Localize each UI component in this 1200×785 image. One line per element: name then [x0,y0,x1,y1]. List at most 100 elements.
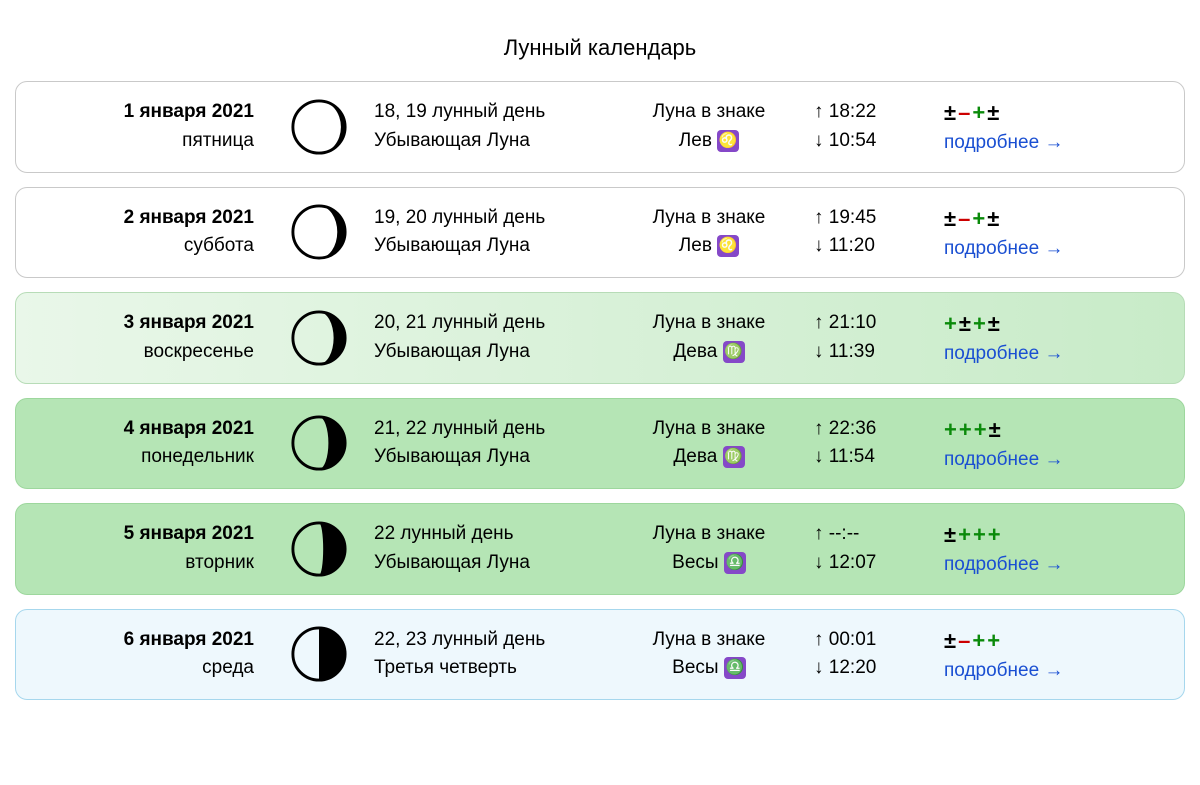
weekday-text: вторник [34,549,254,578]
weekday-text: понедельник [34,443,254,472]
moonset-time: ↓ 11:54 [814,443,934,472]
rating-column: ±–+± подробнее → [944,202,1144,264]
rating-symbols: ±–++ [944,624,1144,657]
zodiac-column: Луна в знаке Дева ♍ [614,309,804,366]
rating-symbols: +±+± [944,307,1144,340]
link-arrow-icon: → [1044,554,1063,575]
rating-column: +++± подробнее → [944,413,1144,475]
zodiac-label: Луна в знаке [614,520,804,549]
phase-name-text: Убывающая Луна [374,549,604,578]
lunar-day-text: 21, 22 лунный день [374,415,604,444]
link-arrow-icon: → [1044,132,1063,153]
phase-name-text: Убывающая Луна [374,338,604,367]
rating-symbols: ±–+± [944,96,1144,129]
times-column: ↑ --:-- ↓ 12:07 [814,520,934,577]
more-link[interactable]: подробнее → [944,449,1063,470]
rating-column: ±–++ подробнее → [944,624,1144,686]
date-text: 6 января 2021 [34,626,254,655]
moon-phase-icon [274,414,364,472]
lunar-day-text: 19, 20 лунный день [374,204,604,233]
lunar-day-text: 22, 23 лунный день [374,626,604,655]
zodiac-column: Луна в знаке Лев ♌ [614,204,804,261]
times-column: ↑ 21:10 ↓ 11:39 [814,309,934,366]
rating-column: ±+++ подробнее → [944,518,1144,580]
moonset-time: ↓ 11:39 [814,338,934,367]
more-link[interactable]: подробнее → [944,238,1063,259]
moonset-time: ↓ 11:20 [814,232,934,261]
moonset-time: ↓ 10:54 [814,127,934,156]
rating-column: ±–+± подробнее → [944,96,1144,158]
phase-name-text: Третья четверть [374,654,604,683]
zodiac-label: Луна в знаке [614,98,804,127]
date-column: 2 января 2021 суббота [34,204,264,261]
moonrise-time: ↑ 21:10 [814,309,934,338]
zodiac-column: Луна в знаке Весы ♎ [614,520,804,577]
zodiac-column: Луна в знаке Весы ♎ [614,626,804,683]
moon-phase-icon [274,309,364,367]
date-text: 5 января 2021 [34,520,254,549]
weekday-text: среда [34,654,254,683]
zodiac-sign: Лев ♌ [614,127,804,156]
moonrise-time: ↑ 18:22 [814,98,934,127]
page-title: Лунный календарь [15,35,1185,61]
phase-name-text: Убывающая Луна [374,127,604,156]
moonrise-time: ↑ 00:01 [814,626,934,655]
phase-name-text: Убывающая Луна [374,443,604,472]
times-column: ↑ 19:45 ↓ 11:20 [814,204,934,261]
moon-phase-icon [274,625,364,683]
day-card: 6 января 2021 среда 22, 23 лунный день Т… [15,609,1185,701]
more-link[interactable]: подробнее → [944,343,1063,364]
rating-symbols: +++± [944,413,1144,446]
times-column: ↑ 18:22 ↓ 10:54 [814,98,934,155]
lunar-day-text: 18, 19 лунный день [374,98,604,127]
link-arrow-icon: → [1044,660,1063,681]
moon-phase-icon [274,203,364,261]
weekday-text: воскресенье [34,338,254,367]
more-link[interactable]: подробнее → [944,132,1063,153]
lunar-day-text: 22 лунный день [374,520,604,549]
zodiac-column: Луна в знаке Лев ♌ [614,98,804,155]
zodiac-sign: Дева ♍ [614,338,804,367]
date-text: 3 января 2021 [34,309,254,338]
day-card: 4 января 2021 понедельник 21, 22 лунный … [15,398,1185,490]
date-column: 6 января 2021 среда [34,626,264,683]
moon-phase-icon [274,520,364,578]
date-column: 4 января 2021 понедельник [34,415,264,472]
lunar-day-column: 20, 21 лунный день Убывающая Луна [374,309,604,366]
zodiac-label: Луна в знаке [614,309,804,338]
lunar-day-text: 20, 21 лунный день [374,309,604,338]
zodiac-sign: Дева ♍ [614,443,804,472]
date-text: 4 января 2021 [34,415,254,444]
lunar-day-column: 22, 23 лунный день Третья четверть [374,626,604,683]
moonset-time: ↓ 12:20 [814,654,934,683]
more-link[interactable]: подробнее → [944,554,1063,575]
rating-column: +±+± подробнее → [944,307,1144,369]
rating-symbols: ±+++ [944,518,1144,551]
day-card: 2 января 2021 суббота 19, 20 лунный день… [15,187,1185,279]
lunar-day-column: 18, 19 лунный день Убывающая Луна [374,98,604,155]
date-column: 1 января 2021 пятница [34,98,264,155]
lunar-day-column: 19, 20 лунный день Убывающая Луна [374,204,604,261]
rating-symbols: ±–+± [944,202,1144,235]
times-column: ↑ 22:36 ↓ 11:54 [814,415,934,472]
moonrise-time: ↑ --:-- [814,520,934,549]
date-text: 2 января 2021 [34,204,254,233]
date-text: 1 января 2021 [34,98,254,127]
weekday-text: пятница [34,127,254,156]
date-column: 5 января 2021 вторник [34,520,264,577]
link-arrow-icon: → [1044,449,1063,470]
phase-name-text: Убывающая Луна [374,232,604,261]
lunar-day-column: 22 лунный день Убывающая Луна [374,520,604,577]
moonrise-time: ↑ 22:36 [814,415,934,444]
zodiac-sign: Весы ♎ [614,654,804,683]
weekday-text: суббота [34,232,254,261]
times-column: ↑ 00:01 ↓ 12:20 [814,626,934,683]
link-arrow-icon: → [1044,238,1063,259]
moon-phase-icon [274,98,364,156]
zodiac-sign: Лев ♌ [614,232,804,261]
moonrise-time: ↑ 19:45 [814,204,934,233]
zodiac-label: Луна в знаке [614,415,804,444]
zodiac-column: Луна в знаке Дева ♍ [614,415,804,472]
date-column: 3 января 2021 воскресенье [34,309,264,366]
more-link[interactable]: подробнее → [944,660,1063,681]
